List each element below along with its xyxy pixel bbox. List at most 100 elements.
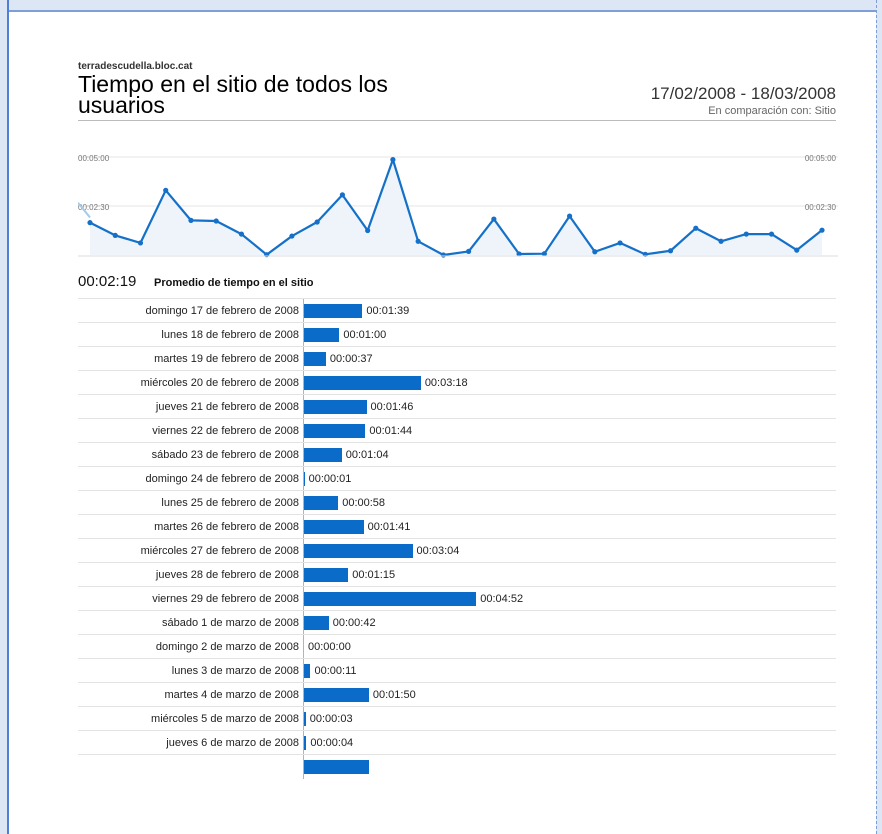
row-date-label: domingo 2 de marzo de 2008 <box>155 641 299 653</box>
row-date-label: jueves 28 de febrero de 2008 <box>155 569 299 581</box>
bar <box>304 592 477 606</box>
table-row: lunes 18 de febrero de 2008 00:01:00 <box>78 322 836 347</box>
window-frame-top <box>0 0 882 12</box>
table-row: miércoles 20 de febrero de 2008 00:03:18 <box>78 370 836 395</box>
data-point <box>768 231 775 237</box>
average-time-label: Promedio de tiempo en el sitio <box>154 277 314 289</box>
data-point <box>491 216 497 222</box>
bar-value-label: 00:01:41 <box>367 521 411 533</box>
bar-value-label: 00:00:04 <box>310 737 354 749</box>
bar-axis <box>303 611 304 635</box>
data-point <box>238 231 245 237</box>
comparison-line <box>78 202 91 219</box>
bar-axis <box>303 467 304 491</box>
row-date-label: lunes 3 de marzo de 2008 <box>171 665 299 677</box>
data-point <box>592 249 598 255</box>
bar-axis <box>303 659 304 683</box>
bar-axis <box>303 371 304 395</box>
bar-axis <box>303 419 304 443</box>
bar-value-label: 00:03:18 <box>424 377 468 389</box>
table-row: sábado 1 de marzo de 2008 00:00:42 <box>78 610 836 635</box>
data-point <box>566 213 573 219</box>
bar <box>304 616 329 630</box>
bar-value-label: 00:00:37 <box>329 353 373 365</box>
data-point <box>516 251 522 257</box>
table-row: miércoles 27 de febrero de 2008 00:03:04 <box>78 538 836 563</box>
data-point <box>188 217 194 223</box>
table-row: lunes 3 de marzo de 2008 00:00:11 <box>78 658 836 683</box>
bar-axis <box>303 347 304 371</box>
table-row <box>78 754 836 779</box>
row-date-label: sábado 23 de febrero de 2008 <box>151 449 299 461</box>
y-tick-label-left: 00:05:00 <box>78 154 110 163</box>
report-title: Tiempo en el sitio de todos los usuarios <box>78 71 388 118</box>
table-row: martes 19 de febrero de 2008 00:00:37 <box>78 346 836 371</box>
data-point <box>819 227 825 233</box>
line-area-fill <box>90 159 822 255</box>
bar <box>304 304 363 318</box>
data-point <box>440 252 446 258</box>
table-row: jueves 21 de febrero de 2008 00:01:46 <box>78 394 836 419</box>
table-row: jueves 28 de febrero de 2008 00:01:15 <box>78 562 836 587</box>
data-point <box>339 192 346 198</box>
data-point <box>466 248 472 255</box>
bar <box>304 760 369 774</box>
table-row: domingo 17 de febrero de 2008 00:01:39 <box>78 298 836 323</box>
table-row: jueves 6 de marzo de 2008 00:00:04 <box>78 730 836 755</box>
bar-value-label: 00:01:50 <box>372 689 416 701</box>
row-date-label: viernes 22 de febrero de 2008 <box>152 425 299 437</box>
y-tick-label-left: 00:02:30 <box>78 203 110 212</box>
row-date-label: jueves 6 de marzo de 2008 <box>166 737 299 749</box>
data-point <box>112 232 118 238</box>
data-point <box>415 238 421 244</box>
bar-axis <box>303 299 304 323</box>
header-divider <box>78 120 836 121</box>
bar-axis <box>303 323 304 347</box>
bar-axis <box>303 683 304 707</box>
bar <box>304 736 307 750</box>
data-point <box>667 248 674 254</box>
data-point <box>541 251 547 257</box>
row-date-label: viernes 29 de febrero de 2008 <box>152 593 299 605</box>
window-frame-left <box>0 0 9 834</box>
row-date-label: martes 4 de marzo de 2008 <box>164 689 299 701</box>
row-date-label: martes 26 de febrero de 2008 <box>154 521 299 533</box>
bar-axis <box>303 563 304 587</box>
bar <box>304 328 340 342</box>
table-row: viernes 22 de febrero de 2008 00:01:44 <box>78 418 836 443</box>
bar-value-label: 00:01:15 <box>352 569 396 581</box>
bar-value-label: 00:01:46 <box>370 401 414 413</box>
bar-axis <box>303 731 304 755</box>
bar-axis <box>303 539 304 563</box>
bar <box>304 520 364 534</box>
bar <box>304 568 349 582</box>
table-row: lunes 25 de febrero de 2008 00:00:58 <box>78 490 836 515</box>
time-on-site-line-chart: 00:02:30 00:02:30 00:05:00 00:05:00 <box>78 154 838 258</box>
site-name: terradescudella.bloc.cat <box>78 61 193 72</box>
table-row: domingo 24 de febrero de 2008 00:00:01 <box>78 466 836 491</box>
bar <box>304 544 413 558</box>
bar <box>304 496 339 510</box>
data-point <box>693 225 699 231</box>
data-point <box>743 231 749 237</box>
data-point <box>163 187 169 193</box>
table-row: miércoles 5 de marzo de 2008 00:00:03 <box>78 706 836 731</box>
bar-value-label: 00:00:01 <box>308 473 352 485</box>
row-date-label: sábado 1 de marzo de 2008 <box>162 617 299 629</box>
bar-axis <box>303 707 304 731</box>
row-date-label: martes 19 de febrero de 2008 <box>154 353 299 365</box>
bar-axis <box>303 755 304 779</box>
table-row: viernes 29 de febrero de 2008 00:04:52 <box>78 586 836 611</box>
bar-value-label: 00:01:00 <box>343 329 387 341</box>
date-range[interactable]: 17/02/2008 - 18/03/2008 <box>650 84 836 103</box>
row-date-label: domingo 24 de febrero de 2008 <box>145 473 299 485</box>
average-time-value: 00:02:19 <box>78 273 137 290</box>
bar-axis <box>303 491 304 515</box>
bar <box>304 448 342 462</box>
table-row: martes 4 de marzo de 2008 00:01:50 <box>78 682 836 707</box>
bar-axis <box>303 587 304 611</box>
row-date-label: jueves 21 de febrero de 2008 <box>155 401 299 413</box>
bar-value-label: 00:00:11 <box>314 665 357 677</box>
row-date-label: miércoles 5 de marzo de 2008 <box>151 713 299 725</box>
comparison-label: En comparación con: Sitio <box>708 105 836 117</box>
